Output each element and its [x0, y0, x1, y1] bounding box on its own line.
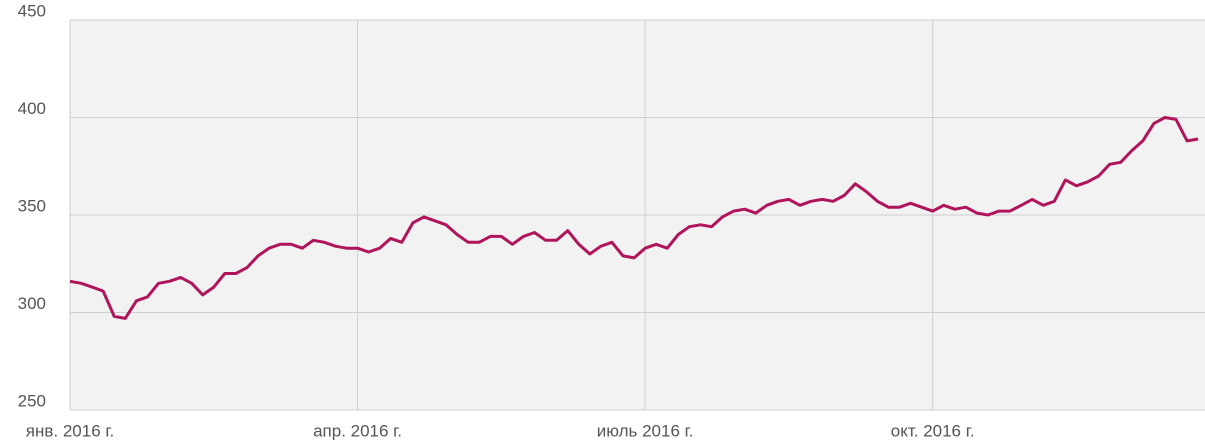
x-tick-label: янв. 2016 г. [26, 421, 114, 440]
y-tick-label: 250 [18, 391, 46, 410]
x-tick-label: июль 2016 г. [597, 421, 694, 440]
x-tick-label: апр. 2016 г. [313, 421, 402, 440]
x-tick-label: окт. 2016 г. [891, 421, 975, 440]
y-tick-label: 400 [18, 99, 46, 118]
y-tick-label: 350 [18, 196, 46, 215]
y-tick-label: 450 [18, 1, 46, 20]
y-tick-label: 300 [18, 294, 46, 313]
line-series [69, 116, 1199, 320]
